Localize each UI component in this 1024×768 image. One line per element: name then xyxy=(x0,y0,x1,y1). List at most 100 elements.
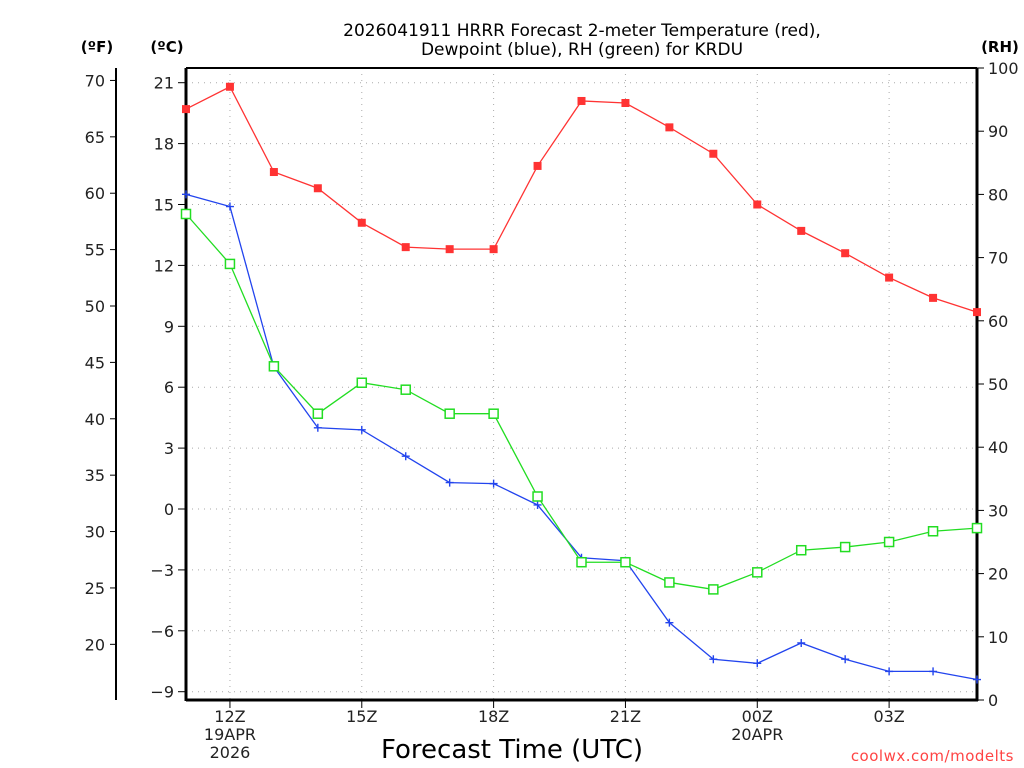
series-line-temperature xyxy=(185,85,978,313)
data-point-temperature xyxy=(269,168,278,177)
x-tick-label: 2026 xyxy=(210,743,251,762)
data-point-rh xyxy=(752,567,763,578)
fahrenheit-tick-label: 40 xyxy=(85,410,105,429)
data-point-rh xyxy=(883,536,895,548)
rh-tick-label: 90 xyxy=(988,122,1008,141)
data-point-rh xyxy=(356,377,368,388)
rh-tick-label: 20 xyxy=(988,565,1008,584)
data-point-temperature xyxy=(489,245,498,254)
data-point-dewpoint xyxy=(665,618,674,627)
x-tick-label: 21Z xyxy=(610,707,641,726)
rh-tick-label: 80 xyxy=(988,185,1008,204)
rh-tick-label: 0 xyxy=(988,691,998,710)
axes: 211815129630−3−6−97065605550454035302520… xyxy=(85,59,1019,762)
data-point-temperature xyxy=(225,82,234,91)
fahrenheit-tick-label: 50 xyxy=(85,297,105,316)
x-axis-title: Forecast Time (UTC) xyxy=(381,735,643,765)
celsius-axis-label: (ºC) xyxy=(150,38,183,56)
celsius-tick-label: −6 xyxy=(150,622,174,641)
data-point-rh xyxy=(312,408,324,419)
fahrenheit-tick-label: 65 xyxy=(85,128,105,147)
data-point-dewpoint xyxy=(225,202,234,211)
data-point-dewpoint xyxy=(401,452,410,461)
x-tick-label: 00Z xyxy=(742,707,773,726)
series xyxy=(180,82,983,684)
rh-tick-label: 100 xyxy=(988,59,1019,78)
data-point-rh xyxy=(224,258,236,270)
data-point-rh xyxy=(708,584,719,595)
data-point-temperature xyxy=(533,161,542,170)
fahrenheit-tick-label: 55 xyxy=(85,241,105,260)
data-point-temperature xyxy=(445,245,454,254)
data-point-temperature xyxy=(401,243,410,252)
rh-tick-label: 50 xyxy=(988,375,1008,394)
fahrenheit-tick-label: 60 xyxy=(85,184,105,203)
data-point-dewpoint xyxy=(313,423,322,432)
data-point-rh xyxy=(488,408,499,419)
data-point-dewpoint xyxy=(929,667,938,676)
celsius-tick-label: 18 xyxy=(154,135,174,154)
data-point-temperature xyxy=(665,123,674,132)
x-tick-label: 15Z xyxy=(346,707,377,726)
data-point-dewpoint xyxy=(489,479,498,488)
data-point-temperature xyxy=(313,184,322,193)
data-point-dewpoint xyxy=(841,655,850,664)
x-tick-label: 12Z xyxy=(214,707,245,726)
celsius-tick-label: −3 xyxy=(150,561,174,580)
data-point-dewpoint xyxy=(797,638,806,647)
fahrenheit-tick-label: 45 xyxy=(85,353,105,372)
data-point-temperature xyxy=(841,249,850,258)
x-tick-label: 03Z xyxy=(873,707,904,726)
data-point-rh xyxy=(532,491,543,502)
celsius-tick-label: −9 xyxy=(150,683,174,702)
data-point-rh xyxy=(576,556,587,568)
celsius-tick-label: 9 xyxy=(164,317,174,336)
data-point-rh xyxy=(444,408,455,419)
data-point-rh xyxy=(795,544,807,556)
data-point-dewpoint xyxy=(885,667,894,676)
series-line-dewpoint xyxy=(185,193,978,681)
x-tick-label: 18Z xyxy=(478,707,509,726)
data-point-rh xyxy=(839,541,851,553)
fahrenheit-tick-label: 70 xyxy=(85,71,105,90)
rh-tick-label: 40 xyxy=(988,438,1008,457)
data-point-rh xyxy=(400,384,411,395)
x-tick-label: 20APR xyxy=(731,725,783,744)
fahrenheit-axis-label: (ºF) xyxy=(81,38,113,56)
chart-title-line-1: 2026041911 HRRR Forecast 2-meter Tempera… xyxy=(343,21,821,41)
rh-tick-label: 10 xyxy=(988,628,1008,647)
x-tick-label: 19APR xyxy=(204,725,256,744)
data-point-temperature xyxy=(577,96,586,105)
rh-tick-label: 70 xyxy=(988,249,1008,268)
rh-tick-label: 30 xyxy=(988,501,1008,520)
celsius-tick-label: 15 xyxy=(154,196,174,215)
data-point-temperature xyxy=(709,149,718,158)
credit-link[interactable]: coolwx.com/modelts xyxy=(851,747,1014,765)
celsius-tick-label: 6 xyxy=(164,378,174,397)
data-point-rh xyxy=(268,361,280,372)
data-point-rh xyxy=(971,522,983,534)
gridlines xyxy=(186,68,977,700)
series-rh xyxy=(180,208,983,595)
fahrenheit-tick-label: 20 xyxy=(85,635,105,654)
fahrenheit-tick-label: 30 xyxy=(85,523,105,542)
celsius-tick-label: 0 xyxy=(164,500,174,519)
data-point-temperature xyxy=(973,308,981,317)
data-point-temperature xyxy=(753,200,762,209)
data-point-rh xyxy=(927,526,939,537)
data-point-rh xyxy=(664,577,675,588)
data-point-dewpoint xyxy=(445,478,454,487)
data-point-temperature xyxy=(885,273,894,282)
data-point-dewpoint xyxy=(357,425,366,434)
series-dewpoint xyxy=(182,190,981,684)
series-line-rh xyxy=(185,213,978,591)
data-point-dewpoint xyxy=(753,659,762,668)
data-point-dewpoint xyxy=(182,190,190,199)
data-point-temperature xyxy=(797,226,806,235)
data-point-temperature xyxy=(929,293,938,302)
data-point-dewpoint xyxy=(973,675,981,684)
data-point-temperature xyxy=(182,105,190,114)
fahrenheit-tick-label: 35 xyxy=(85,466,105,485)
data-point-rh xyxy=(180,208,192,220)
